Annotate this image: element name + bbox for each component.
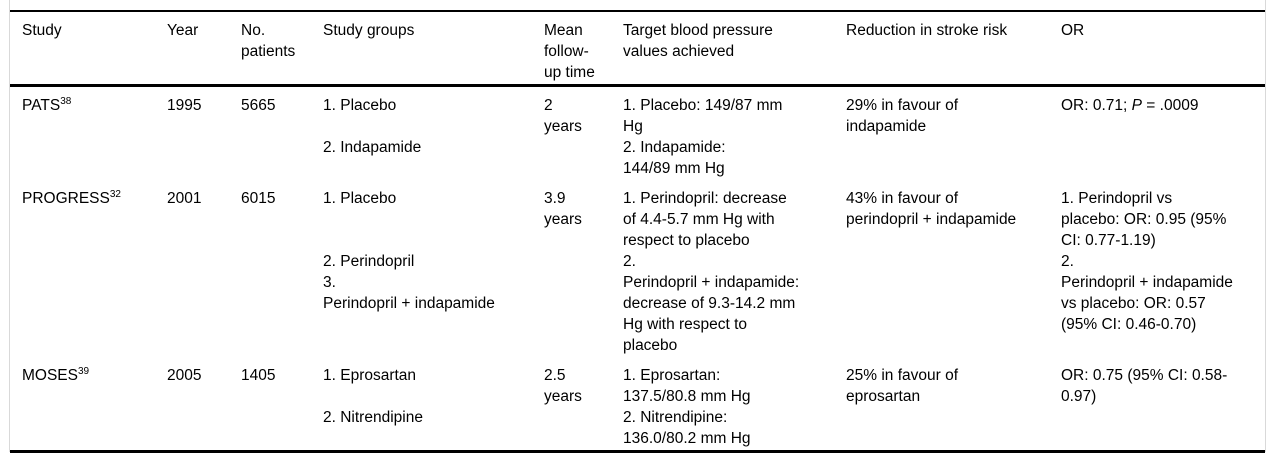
study-name: MOSES	[22, 367, 78, 384]
table-row-moses: MOSES39 2005 1405 1. Eprosartan 2. Nitre…	[10, 357, 1265, 452]
header-mean-followup-time: Mean follow- up time	[544, 11, 623, 87]
header-year: Year	[167, 11, 241, 87]
cell-no-patients: 5665	[241, 97, 276, 114]
header-no-patients: No. patients	[241, 11, 323, 87]
or-text: OR: 0.71;	[1061, 97, 1132, 114]
study-name: PROGRESS	[22, 190, 110, 207]
cell-stroke-risk-reduction: 25% in favour of eprosartan	[846, 367, 959, 405]
cell-study-groups: 1. Placebo 2. Indapamide	[323, 97, 422, 156]
cell-or: 1. Perindopril vs placebo: OR: 0.95 (95%…	[1061, 190, 1233, 333]
cell-target-bp: 1. Perindopril: decrease of 4.4-5.7 mm H…	[623, 190, 800, 354]
p-value-symbol: P	[1131, 97, 1142, 114]
header-stroke-risk-reduction: Reduction in stroke risk	[846, 11, 1061, 87]
reference-superscript: 32	[109, 188, 121, 200]
cell-stroke-risk-reduction: 29% in favour of indapamide	[846, 97, 959, 135]
cell-year: 2001	[167, 190, 202, 207]
cell-study: PROGRESS32	[10, 180, 167, 357]
cell-year: 1995	[167, 97, 202, 114]
cell-stroke-risk-reduction: 43% in favour of perindopril + indapamid…	[846, 190, 1017, 228]
cell-study-groups: 1. Placebo 2. Perindopril 3. Perindopril…	[323, 190, 495, 312]
cell-mean-followup: 3.9 years	[544, 190, 582, 228]
cell-target-bp: 1. Placebo: 149/87 mm Hg 2. Indapamide: …	[623, 97, 783, 177]
header-row: Study Year No. patients Study groups Mea…	[10, 11, 1265, 87]
cell-study: PATS38	[10, 86, 167, 181]
page-sheet: Study Year No. patients Study groups Mea…	[9, 0, 1266, 453]
cell-study-groups: 1. Eprosartan 2. Nitrendipine	[323, 367, 423, 426]
table-row-progress: PROGRESS32 2001 6015 1. Placebo 2. Perin…	[10, 180, 1265, 357]
cell-mean-followup: 2 years	[544, 97, 582, 135]
p-value-text: = .0009	[1142, 97, 1199, 114]
cell-study: MOSES39	[10, 357, 167, 452]
reference-superscript: 39	[77, 365, 90, 377]
cell-or: OR: 0.75 (95% CI: 0.58- 0.97)	[1061, 367, 1228, 405]
study-name: PATS	[22, 97, 61, 114]
cell-no-patients: 6015	[241, 190, 276, 207]
table-body: PATS38 1995 5665 1. Placebo 2. Indapamid…	[10, 86, 1265, 452]
cell-no-patients: 1405	[241, 367, 276, 384]
cell-target-bp: 1. Eprosartan: 137.5/80.8 mm Hg 2. Nitre…	[623, 367, 751, 447]
header-target-bp-values: Target blood pressure values achieved	[623, 11, 846, 87]
table-row-pats: PATS38 1995 5665 1. Placebo 2. Indapamid…	[10, 86, 1265, 181]
cell-year: 2005	[167, 367, 202, 384]
studies-comparison-table: Study Year No. patients Study groups Mea…	[10, 10, 1265, 453]
reference-superscript: 38	[60, 95, 72, 107]
header-or: OR	[1061, 11, 1265, 87]
cell-mean-followup: 2.5 years	[544, 367, 582, 405]
header-study-groups: Study groups	[323, 11, 544, 87]
header-study: Study	[10, 11, 167, 87]
cell-or: OR: 0.71; P = .0009	[1061, 86, 1265, 181]
table-header: Study Year No. patients Study groups Mea…	[10, 11, 1265, 87]
